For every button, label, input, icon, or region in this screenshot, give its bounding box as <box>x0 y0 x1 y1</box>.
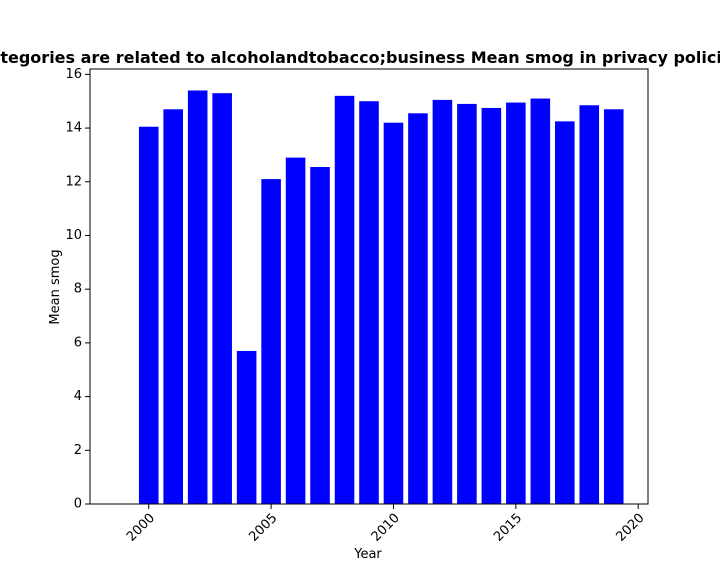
x-axis-ticks: 2000 2005 2010 2015 2020 <box>124 504 648 545</box>
x-tick-label: 2020 <box>614 511 648 545</box>
y-tick-label: 16 <box>65 67 82 82</box>
bar-2000 <box>138 126 159 504</box>
bar-2004 <box>236 350 257 504</box>
bar-2017 <box>555 121 575 505</box>
bar-2001 <box>163 109 183 504</box>
y-tick-label: 6 <box>74 335 82 350</box>
chart-title: Categories are related to alcoholandtoba… <box>0 48 720 67</box>
bar-2016 <box>530 98 551 504</box>
bar-2018 <box>579 105 600 504</box>
x-tick-label: 2000 <box>124 511 158 545</box>
bar-2007 <box>310 167 330 504</box>
x-axis-label: Year <box>353 547 382 562</box>
y-tick-label: 4 <box>74 389 82 404</box>
bar-2014 <box>481 107 502 504</box>
bar-2003 <box>212 93 232 505</box>
bar-2006 <box>285 157 306 505</box>
bar-2012 <box>432 99 453 504</box>
x-tick-label: 2005 <box>246 511 280 545</box>
x-tick-label: 2015 <box>491 511 525 545</box>
bar-2010 <box>383 122 404 504</box>
x-tick-label: 2010 <box>369 511 403 545</box>
y-tick-label: 14 <box>65 121 82 136</box>
bar-2002 <box>187 90 208 504</box>
y-tick-label: 2 <box>74 443 82 458</box>
bar-2011 <box>408 113 428 504</box>
y-tick-label: 10 <box>65 228 82 243</box>
y-axis-label: Mean smog <box>48 249 63 324</box>
bar-2008 <box>334 95 355 504</box>
y-tick-label: 0 <box>74 497 82 512</box>
bar-2013 <box>457 103 477 504</box>
bar-2005 <box>261 179 281 504</box>
bar-2019 <box>603 109 624 504</box>
bar-2009 <box>359 101 379 504</box>
y-tick-label: 8 <box>74 282 82 297</box>
y-tick-label: 12 <box>65 174 82 189</box>
y-axis-ticks: 0 2 4 6 8 10 12 14 16 <box>65 67 90 512</box>
plot-frame <box>89 68 649 505</box>
bars-group <box>138 90 624 505</box>
bar-2015 <box>506 102 526 504</box>
